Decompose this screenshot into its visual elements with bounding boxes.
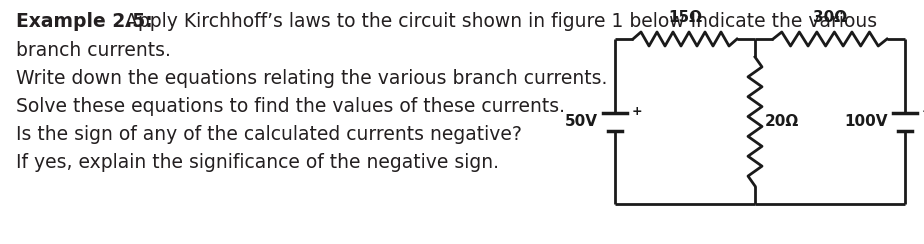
Text: +: + (922, 105, 924, 118)
Text: 20Ω: 20Ω (765, 114, 799, 129)
Text: If yes, explain the significance of the negative sign.: If yes, explain the significance of the … (16, 153, 499, 172)
Text: Write down the equations relating the various branch currents.: Write down the equations relating the va… (16, 69, 607, 88)
Text: Is the sign of any of the calculated currents negative?: Is the sign of any of the calculated cur… (16, 125, 522, 144)
Text: 30Ω: 30Ω (813, 10, 847, 25)
Text: +: + (632, 105, 642, 118)
Text: 15Ω: 15Ω (668, 10, 702, 25)
Text: Solve these equations to find the values of these currents.: Solve these equations to find the values… (16, 97, 565, 116)
Text: 100V: 100V (845, 114, 888, 129)
Text: branch currents.: branch currents. (16, 41, 171, 60)
Text: Example 2.5:: Example 2.5: (16, 12, 152, 31)
Text: 50V: 50V (565, 114, 598, 129)
Text: Apply Kirchhoff’s laws to the circuit shown in figure 1 below Indicate the vario: Apply Kirchhoff’s laws to the circuit sh… (119, 12, 877, 31)
